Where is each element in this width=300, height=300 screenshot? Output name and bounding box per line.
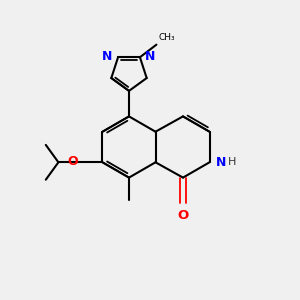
Text: CH₃: CH₃ xyxy=(158,33,175,42)
Text: H: H xyxy=(228,157,236,167)
Text: N: N xyxy=(216,156,226,169)
Text: N: N xyxy=(145,50,156,63)
Text: O: O xyxy=(177,209,189,222)
Text: N: N xyxy=(102,50,113,63)
Text: O: O xyxy=(68,155,78,168)
